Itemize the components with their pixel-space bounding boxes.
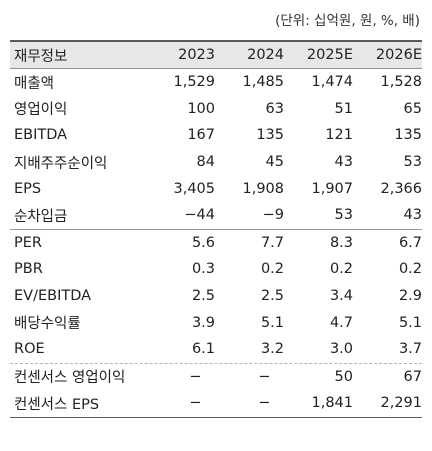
financial-table: 재무정보 2023 2024 2025E 2026E 매출액 1,529 1,485… [10, 40, 422, 418]
row-value: 1,908 [242, 180, 284, 197]
table-row: 컨센서스 EPS − − 1,841 2,291 [10, 390, 422, 417]
row-label: PBR [14, 261, 43, 278]
row-label: EPS [14, 180, 42, 197]
row-value: 135 [394, 127, 422, 144]
header-col-2025e: 2025E [306, 47, 353, 63]
row-value: 2.5 [260, 288, 284, 305]
row-value: 53 [334, 207, 353, 224]
row-value: 1,907 [311, 180, 353, 197]
row-value: 84 [196, 154, 215, 171]
row-value: 3,405 [173, 180, 215, 197]
row-value: 1,528 [380, 74, 422, 91]
table-row: 지배주주순이익 84 45 43 53 [10, 149, 422, 176]
table-row: 컨센서스 영업이익 − − 50 67 [10, 362, 422, 391]
row-value: 63 [265, 100, 284, 117]
row-value: 135 [256, 127, 284, 144]
row-value: 2.5 [191, 288, 215, 305]
row-value: 0.2 [260, 261, 284, 278]
row-value: −44 [184, 207, 215, 224]
table-row: 배당수익률 3.9 5.1 4.7 5.1 [10, 309, 422, 336]
row-value: 43 [334, 154, 353, 171]
row-value: 121 [325, 127, 353, 144]
row-value: 100 [187, 100, 215, 117]
row-value: 1,841 [311, 395, 353, 412]
row-value: 0.2 [398, 261, 422, 278]
row-value: 2.9 [398, 288, 422, 305]
row-label: ROE [14, 341, 45, 358]
row-value: 53 [403, 154, 422, 171]
row-value: 3.2 [260, 341, 284, 358]
row-label: 컨센서스 영업이익 [14, 370, 126, 387]
row-value: 0.2 [329, 261, 353, 278]
table-header-row: 재무정보 2023 2024 2025E 2026E [10, 42, 422, 69]
header-label: 재무정보 [14, 48, 68, 65]
header-col-2026e: 2026E [375, 47, 422, 63]
table-body: 매출액 1,529 1,485 1,474 1,528 영업이익 100 63 51 65 EBIT… [10, 69, 422, 417]
table-row: EBITDA 167 135 121 135 [10, 122, 422, 149]
header-col-2023: 2023 [178, 47, 215, 63]
row-label: EV/EBITDA [14, 288, 92, 305]
row-label: PER [14, 234, 42, 251]
unit-note: (단위: 십억원, 원, %, 배) [275, 13, 420, 29]
row-value: − [258, 395, 271, 412]
table-row: PBR 0.3 0.2 0.2 0.2 [10, 256, 422, 283]
row-value: 45 [265, 154, 284, 171]
row-value: 6.7 [398, 234, 422, 251]
row-value: 1,529 [173, 74, 215, 91]
row-value: − [258, 368, 271, 385]
row-value: 3.4 [329, 288, 353, 305]
table-row: ROE 6.1 3.2 3.0 3.7 [10, 336, 422, 363]
header-col-2024: 2024 [247, 47, 284, 63]
row-value: 5.1 [398, 314, 422, 331]
row-value: 4.7 [329, 314, 353, 331]
table-row: EPS 3,405 1,908 1,907 2,366 [10, 175, 422, 202]
table-row: 매출액 1,529 1,485 1,474 1,528 [10, 69, 422, 96]
row-label: 영업이익 [14, 102, 68, 119]
row-value: 7.7 [260, 234, 284, 251]
table-row: PER 5.6 7.7 8.3 6.7 [10, 228, 422, 257]
row-value: 43 [403, 207, 422, 224]
row-label: EBITDA [14, 127, 68, 144]
row-label: 컨센서스 EPS [14, 396, 100, 413]
row-label: 순차입금 [14, 208, 68, 225]
row-value: 2,291 [380, 395, 422, 412]
row-value: 3.7 [398, 341, 422, 358]
table-row: 영업이익 100 63 51 65 [10, 96, 422, 123]
row-value: 0.3 [191, 261, 215, 278]
row-value: 5.1 [260, 314, 284, 331]
row-value: 3.0 [329, 341, 353, 358]
row-value: 51 [334, 100, 353, 117]
row-value: − [189, 395, 202, 412]
row-value: 1,485 [242, 74, 284, 91]
row-value: 50 [334, 368, 353, 385]
row-value: 5.6 [191, 234, 215, 251]
row-value: 3.9 [191, 314, 215, 331]
table-row: EV/EBITDA 2.5 2.5 3.4 2.9 [10, 283, 422, 310]
row-value: 67 [403, 368, 422, 385]
row-value: −9 [262, 207, 284, 224]
row-value: 1,474 [311, 74, 353, 91]
row-value: 6.1 [191, 341, 215, 358]
table-row: 순차입금 −44 −9 53 43 [10, 202, 422, 229]
row-value: 8.3 [329, 234, 353, 251]
row-value: 167 [187, 127, 215, 144]
row-value: 65 [403, 100, 422, 117]
row-label: 매출액 [14, 75, 55, 92]
row-label: 배당수익률 [14, 316, 81, 333]
row-label: 지배주주순이익 [14, 155, 108, 172]
row-value: 2,366 [380, 180, 422, 197]
row-value: − [189, 368, 202, 385]
